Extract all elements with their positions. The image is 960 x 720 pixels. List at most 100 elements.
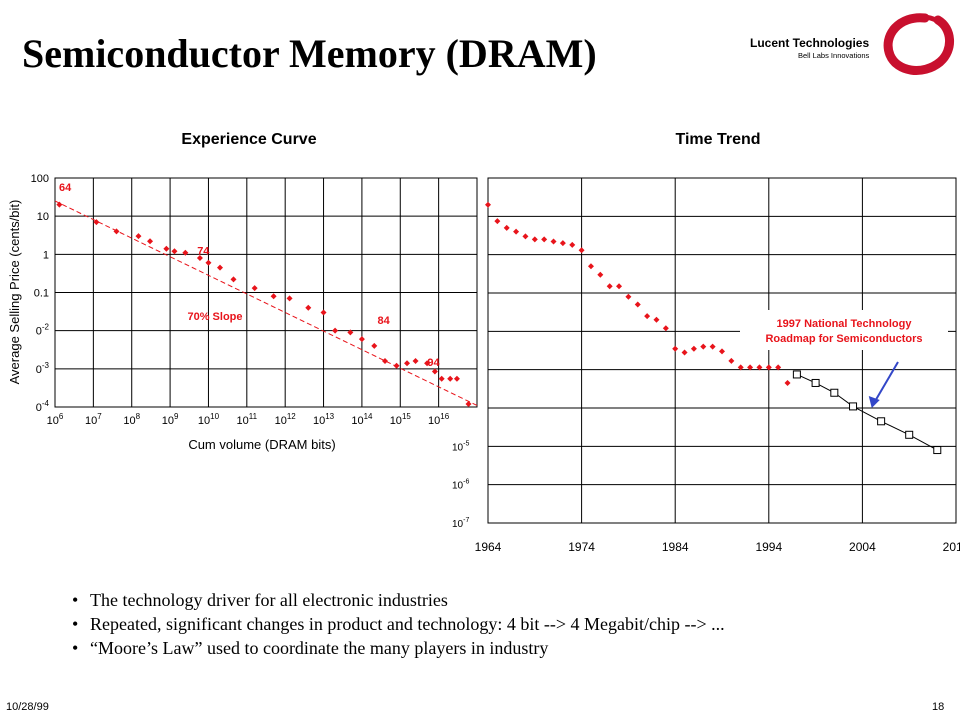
exp-data-point [147,238,154,245]
tt-x-tick-label: 2014 [943,540,960,554]
exp-x-tick-label-exponent: 10 [210,412,219,421]
tt-y-tick-label-exponent: -7 [463,517,469,524]
bullet-list: • The technology driver for all electroni… [72,588,725,660]
exp-data-point [56,201,63,208]
exp-x-tick-label-base: 10 [47,415,59,427]
bullet-dot: • [72,590,79,610]
experience-curve-title: Experience Curve [181,131,316,148]
bullet-item: • “Moore’s Law” used to coordinate the ma… [72,636,725,660]
tt-x-tick-label: 1984 [662,540,689,554]
tt-historical-point [662,325,669,332]
tt-historical-point [578,247,585,254]
exp-data-point [358,336,365,343]
bullet-item: • The technology driver for all electroni… [72,588,725,612]
exp-y-tick-label-base: 1 [43,249,49,261]
tt-historical-point [569,241,576,248]
charts-area: Experience Curve 106 107 108 109 1010 1011 101… [7,131,960,554]
tt-historical-point [784,379,791,386]
exp-data-point [305,304,312,311]
experience-curve-annotations: 64 74 84 94 [59,182,440,369]
tt-historical-point [653,316,660,323]
tt-historical-point [597,271,604,278]
exp-x-tick-label-exponent: 16 [440,412,449,421]
exp-x-tick-label-exponent: 7 [97,412,102,421]
exp-data-point [182,249,189,256]
exp-x-tick-label-base: 10 [428,415,440,427]
exp-data-point [171,248,178,255]
tt-historical-point [728,357,735,364]
tt-historical-point [737,364,744,371]
exp-y-tick-label-exponent: -4 [42,399,50,408]
exp-y-tick-label-exponent: -3 [42,361,50,370]
exp-data-point [431,368,438,375]
exp-x-tick-label-exponent: 14 [364,412,373,421]
exp-data-point [135,233,142,240]
tt-historical-point [503,224,510,231]
exp-data-point [93,219,100,226]
tt-historical-point [644,313,651,320]
experience-curve-x-axis-label: Cum volume (DRAM bits) [188,437,335,452]
exp-data-point [332,327,339,334]
exp-x-tick-label: 1013 [313,412,335,427]
exp-x-tick-label-exponent: 6 [59,412,64,421]
tt-roadmap-point [877,417,886,426]
exp-y-tick-label-exponent: -2 [42,323,50,332]
experience-curve-plot-frame [54,177,478,408]
tt-y-tick-label-base: 10 [452,442,464,453]
exp-data-point [393,362,400,369]
time-trend-y-ticks: 10-5 10-6 10 -7 [452,440,469,530]
exp-x-tick-label-exponent: 8 [136,412,141,421]
roadmap-arrow-line [874,361,899,401]
exp-x-tick-label-exponent: 9 [174,412,179,421]
exp-data-point [217,264,224,271]
exp-data-point [196,255,203,262]
exp-data-point [424,360,431,367]
exp-data-point [286,295,293,302]
exp-x-tick-label-exponent: 15 [402,412,411,421]
tt-historical-point [531,236,538,243]
time-trend-grid [488,178,956,523]
tt-x-tick-label: 1974 [568,540,595,554]
experience-curve-y-axis-label: Average Selling Price (cents/bit) [7,200,22,385]
experience-curve-trend-label: 70% Slope [187,311,242,323]
exp-annotation: 64 [59,182,72,194]
exp-data-point [251,285,258,292]
exp-x-tick-label: 106 [47,412,64,427]
exp-y-tick-label-base: 100 [31,173,49,185]
tt-y-tick-label-exponent: -6 [463,479,469,486]
exp-x-tick-label-base: 10 [313,415,325,427]
exp-y-tick-label-base: 0 [36,326,42,338]
exp-x-tick-label: 108 [123,412,140,427]
tt-historical-point [513,228,520,235]
exp-x-tick-label-base: 10 [390,415,402,427]
exp-x-tick-label-base: 10 [198,415,210,427]
roadmap-callout-line2: Roadmap for Semiconductors [765,333,922,345]
time-trend-title: Time Trend [675,131,760,148]
bullet-dot: • [72,638,79,658]
roadmap-callout-box [740,310,948,350]
time-trend-plot-frame [487,177,957,524]
exp-x-tick-label: 1010 [198,412,220,427]
exp-annotation: 84 [377,315,390,327]
exp-data-point [230,276,237,283]
tt-historical-point [616,283,623,290]
tt-historical-point [634,301,641,308]
exp-x-tick-label: 1011 [237,412,258,427]
tt-y-tick-label: 10-6 [452,479,469,492]
tt-historical-point [625,293,632,300]
bullet-text: “Moore’s Law” used to coordinate the man… [90,638,549,658]
exp-y-tick-label: 1 [43,249,49,261]
tt-y-tick-label: 10-5 [452,440,469,453]
logo-tagline: Bell Labs Innovations [798,51,870,60]
bullet-item: • Repeated, significant changes in produc… [72,612,725,636]
lucent-logo: Lucent Technologies Bell Labs Innovation… [750,13,954,75]
exp-data-point [371,342,378,349]
exp-x-tick-label: 1012 [275,412,297,427]
tt-historical-point [719,348,725,355]
exp-data-point [447,375,454,382]
tt-roadmap-point [792,370,801,379]
roadmap-arrow-head [868,396,880,408]
tt-y-tick-label-exponent: -5 [463,440,469,447]
exp-data-point [270,293,277,300]
